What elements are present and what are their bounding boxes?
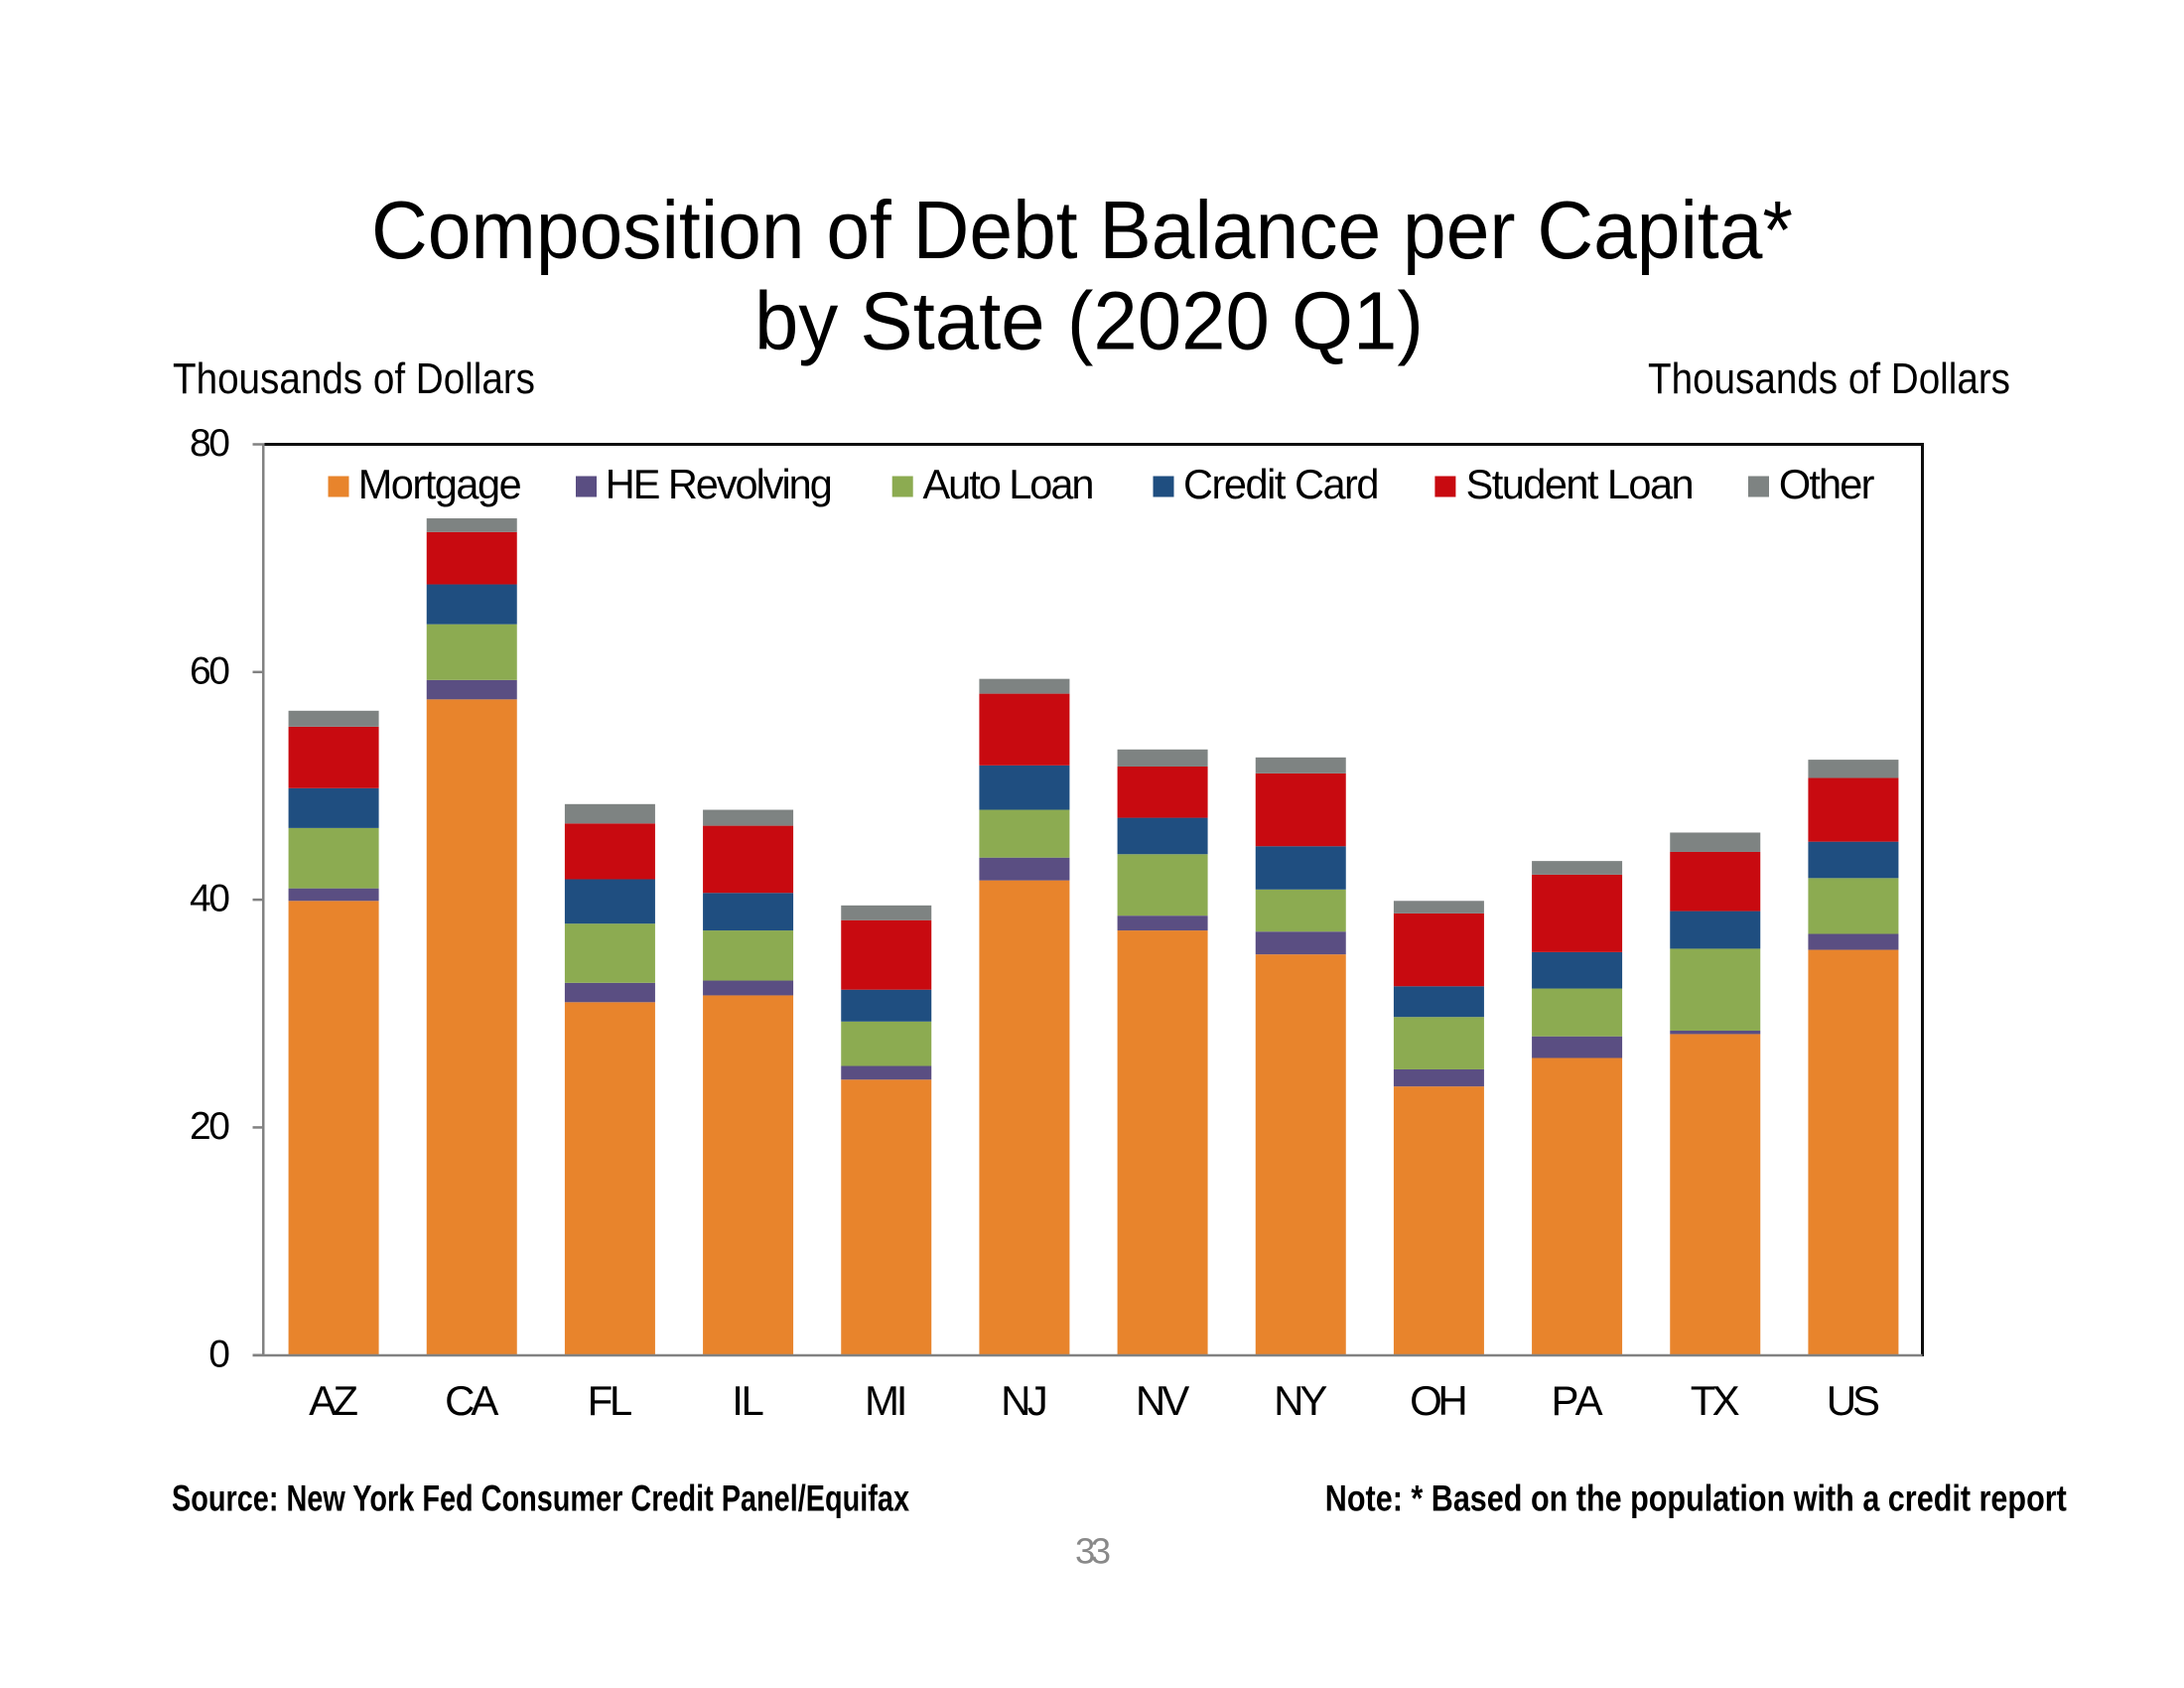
- svg-text:PA: PA: [1552, 1377, 1603, 1424]
- svg-text:Credit Card: Credit Card: [1183, 461, 1380, 507]
- svg-text:by State (2020 Q1): by State (2020 Q1): [754, 275, 1424, 367]
- svg-text:US: US: [1827, 1377, 1880, 1424]
- svg-text:FL: FL: [588, 1377, 633, 1424]
- svg-text:HE Revolving: HE Revolving: [606, 461, 833, 507]
- svg-text:0: 0: [208, 1333, 230, 1375]
- svg-text:Auto Loan: Auto Loan: [923, 461, 1095, 507]
- svg-text:80: 80: [190, 422, 230, 465]
- svg-text:AZ: AZ: [309, 1377, 358, 1424]
- svg-text:CA: CA: [445, 1377, 498, 1424]
- svg-text:40: 40: [190, 878, 230, 920]
- svg-text:NJ: NJ: [1001, 1377, 1048, 1424]
- svg-text:TX: TX: [1691, 1377, 1740, 1424]
- svg-text:Note: * Based on the populatio: Note: * Based on the population with a c…: [1325, 1477, 2067, 1518]
- svg-text:OH: OH: [1410, 1377, 1468, 1424]
- svg-text:Student Loan: Student Loan: [1466, 461, 1695, 507]
- svg-text:Thousands of Dollars: Thousands of Dollars: [1648, 355, 2010, 403]
- svg-text:20: 20: [190, 1105, 230, 1148]
- svg-text:60: 60: [190, 649, 230, 692]
- svg-text:MI: MI: [865, 1377, 907, 1424]
- svg-text:IL: IL: [732, 1377, 764, 1424]
- svg-text:Source: New York Fed Consumer: Source: New York Fed Consumer Credit Pan…: [172, 1477, 909, 1518]
- svg-text:Other: Other: [1779, 461, 1875, 507]
- svg-text:NV: NV: [1136, 1377, 1189, 1424]
- svg-text:Thousands of Dollars: Thousands of Dollars: [173, 355, 535, 403]
- svg-text:Mortgage: Mortgage: [358, 461, 522, 507]
- svg-text:NY: NY: [1274, 1377, 1327, 1424]
- svg-text:Composition of Debt Balance pe: Composition of Debt Balance per Capita*: [371, 184, 1793, 276]
- svg-text:33: 33: [1075, 1531, 1111, 1572]
